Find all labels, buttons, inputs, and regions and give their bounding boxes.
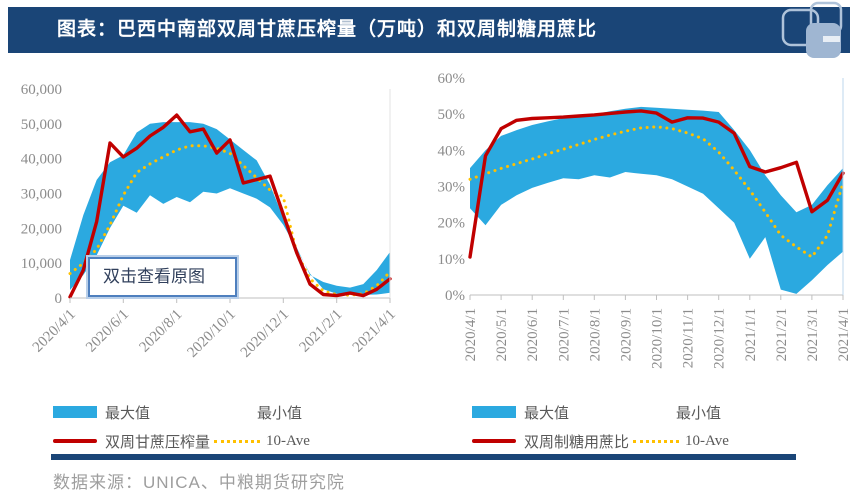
- x-tick-label: 2020/5/1: [494, 308, 510, 361]
- y-tick-label: 60,000: [21, 82, 62, 98]
- figure-title: 图表：巴西中南部双周甘蔗压榨量（万吨）和双周制糖用蔗比: [57, 19, 598, 40]
- y-tick-label: 30%: [438, 180, 466, 196]
- title-bar: 图表：巴西中南部双周甘蔗压榨量（万吨）和双周制糖用蔗比: [8, 7, 850, 53]
- left-chart-cane-crush-volume[interactable]: 0 10,000 20,000 30,000 40,000 50,000 60,000 202…: [0, 57, 425, 400]
- legend-item-max: 最大值: [53, 402, 257, 423]
- y-tick-label: 50,000: [21, 117, 62, 133]
- ten-period-average-line: [68, 144, 392, 297]
- x-tick-label: 2020/10/1: [184, 307, 238, 361]
- y-tick-label: 10,000: [21, 256, 62, 272]
- double-click-hint: 双击查看原图: [86, 255, 239, 299]
- x-tick-label: 2020/12/1: [712, 308, 728, 369]
- x-tick-label: 2020/8/1: [587, 308, 603, 361]
- legend-item-line: 双周制糖用蔗比: [472, 431, 629, 452]
- legend-item-average: 10-Ave: [210, 433, 310, 450]
- y-tick-label: 60%: [438, 71, 466, 87]
- legend-row: 双周制糖用蔗比 10-Ave: [472, 430, 832, 452]
- x-tick-label: 2020/9/1: [618, 308, 634, 361]
- x-tick-label: 2020/8/1: [136, 307, 185, 356]
- ten-period-average-line: [468, 125, 845, 260]
- legend-label-line: 双周甘蔗压榨量: [105, 434, 211, 451]
- legend-label-average: 10-Ave: [266, 432, 310, 449]
- red-line-swatch-icon: [472, 439, 516, 443]
- left-chart-legend: 最大值 最小值 双周甘蔗压榨量 10-Ave: [53, 401, 413, 459]
- right-chart-legend: 最大值 最小值 双周制糖用蔗比 10-Ave: [472, 401, 832, 459]
- band-swatch-icon: [472, 406, 516, 418]
- x-tick-label: 2020/7/1: [556, 308, 572, 361]
- double-click-hint-text: 双击查看原图: [103, 267, 205, 286]
- x-tick-label: 2021/2/1: [296, 307, 345, 356]
- legend-label-max: 最大值: [524, 405, 570, 422]
- x-tick-label: 2020/12/1: [238, 307, 292, 361]
- cofco-futures-logo-icon: [781, 1, 843, 58]
- y-tick-label: 40%: [438, 143, 466, 159]
- y-tick-label: 20,000: [21, 221, 62, 237]
- x-tick-label: 2020/6/1: [525, 308, 541, 361]
- legend-label-min: 最小值: [676, 405, 722, 422]
- y-tick-label: 0%: [445, 288, 465, 304]
- legend-item-max: 最大值: [472, 402, 676, 423]
- legend-item-line: 双周甘蔗压榨量: [53, 431, 210, 452]
- band-swatch-icon: [53, 406, 97, 418]
- y-tick-label: 0: [55, 291, 63, 307]
- x-tick-label: 2020/11/1: [681, 308, 697, 368]
- y-tick-label: 50%: [438, 107, 466, 123]
- footer-divider: [51, 454, 796, 460]
- red-line-swatch-icon: [53, 439, 97, 443]
- data-source-text: 数据来源：UNICA、中粮期货研究院: [53, 473, 345, 492]
- legend-label-min: 最小值: [257, 405, 303, 422]
- x-tick-label: 2021/1/1: [743, 308, 759, 361]
- dotted-line-swatch-icon: [633, 439, 680, 443]
- main-series-line: [68, 113, 392, 299]
- legend-item-min: 最小值: [676, 402, 721, 423]
- y-tick-label: 40,000: [21, 152, 62, 168]
- right-chart-sugar-mix-ratio[interactable]: 0% 10% 20% 30% 40% 50% 60% 2020/4/1 2020/5/1 2020…: [425, 57, 850, 400]
- y-tick-label: 20%: [438, 216, 466, 232]
- main-series-line: [468, 109, 845, 259]
- x-tick-label: 2021/4/1: [836, 308, 850, 361]
- x-tick-label: 2020/10/1: [650, 308, 666, 369]
- legend-row: 最大值 最小值: [53, 401, 413, 423]
- x-tick-label: 2021/2/1: [774, 308, 790, 361]
- max-min-band: [470, 106, 843, 294]
- legend-row: 双周甘蔗压榨量 10-Ave: [53, 430, 413, 452]
- legend-label-line: 双周制糖用蔗比: [524, 434, 630, 451]
- y-tick-label: 30,000: [21, 187, 62, 203]
- x-tick-label: 2020/4/1: [30, 307, 79, 356]
- x-tick-label: 2021/4/1: [350, 307, 399, 356]
- legend-item-average: 10-Ave: [629, 433, 729, 450]
- legend-label-average: 10-Ave: [685, 432, 729, 449]
- x-tick-label: 2020/6/1: [83, 307, 132, 356]
- legend-row: 最大值 最小值: [472, 401, 832, 423]
- legend-item-min: 最小值: [257, 402, 302, 423]
- dotted-line-swatch-icon: [214, 439, 261, 443]
- x-tick-label: 2021/3/1: [805, 308, 821, 361]
- legend-label-max: 最大值: [105, 405, 151, 422]
- y-tick-label: 10%: [438, 252, 466, 268]
- x-tick-label: 2020/4/1: [463, 308, 479, 361]
